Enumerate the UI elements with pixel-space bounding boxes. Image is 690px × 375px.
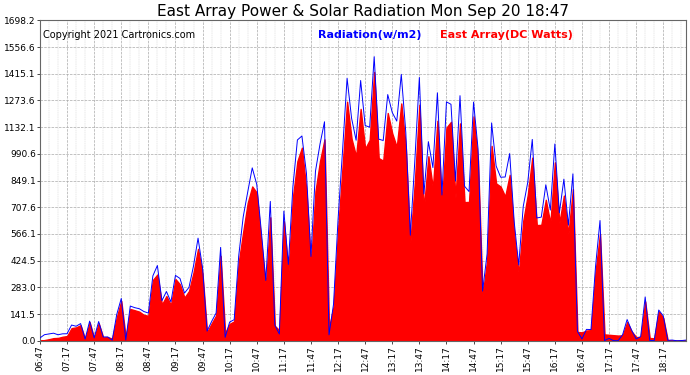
Text: Radiation(w/m2): Radiation(w/m2) <box>317 30 421 40</box>
Text: East Array(DC Watts): East Array(DC Watts) <box>440 30 573 40</box>
Title: East Array Power & Solar Radiation Mon Sep 20 18:47: East Array Power & Solar Radiation Mon S… <box>157 4 569 19</box>
Text: Copyright 2021 Cartronics.com: Copyright 2021 Cartronics.com <box>43 30 195 40</box>
